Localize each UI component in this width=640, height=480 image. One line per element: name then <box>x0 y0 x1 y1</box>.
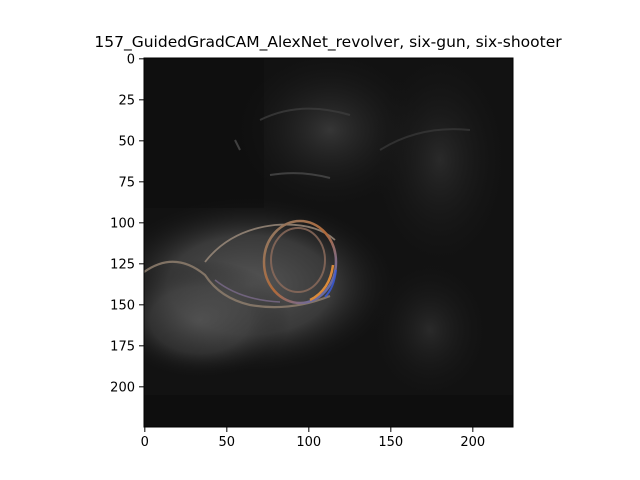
y-tick-label: 0 <box>127 52 135 67</box>
x-tick-label: 200 <box>460 435 485 450</box>
y-tick-label: 100 <box>110 216 135 231</box>
y-tick-label: 75 <box>118 175 135 190</box>
y-tick-label: 50 <box>118 134 135 149</box>
x-tick-label: 50 <box>219 435 236 450</box>
y-tick-label: 175 <box>110 339 135 354</box>
y-tick-label: 200 <box>110 380 135 395</box>
y-tick-label: 125 <box>110 257 135 272</box>
x-axis: 0 50 100 150 200 <box>141 427 485 450</box>
x-tick-label: 150 <box>378 435 403 450</box>
x-tick-label: 100 <box>296 435 321 450</box>
y-axis: 0 25 50 75 100 125 150 175 200 <box>110 52 144 395</box>
guided-gradcam-image <box>144 58 513 427</box>
figure-title: 157_GuidedGradCAM_AlexNet_revolver, six-… <box>94 33 562 51</box>
axes-frame <box>143 57 514 428</box>
y-tick-label: 25 <box>118 93 135 108</box>
y-tick-label: 150 <box>110 298 135 313</box>
x-tick-label: 0 <box>141 435 149 450</box>
